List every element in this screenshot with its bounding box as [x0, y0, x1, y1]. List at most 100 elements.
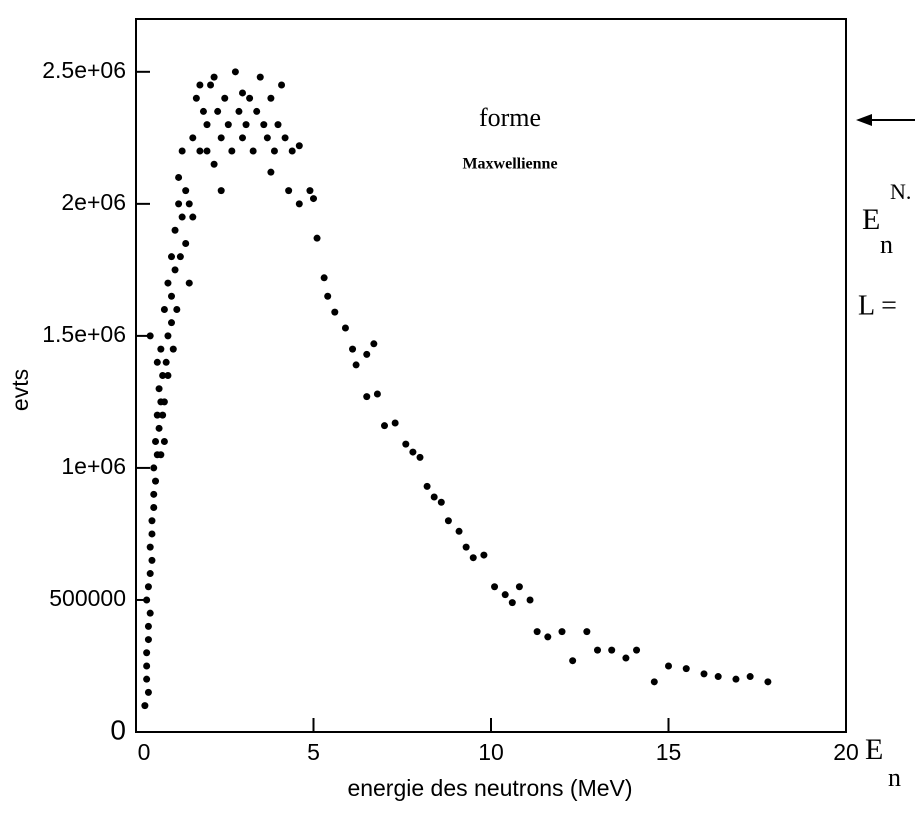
point: [150, 464, 158, 472]
point: [199, 107, 207, 115]
point: [526, 596, 534, 604]
annotation: E: [865, 733, 883, 766]
point: [274, 121, 282, 129]
point: [168, 319, 175, 327]
point: [352, 361, 360, 369]
point: [544, 633, 552, 641]
point: [281, 134, 289, 142]
point: [160, 305, 168, 313]
point: [185, 279, 193, 287]
point: [682, 665, 690, 673]
y-tick-label: 500000: [49, 585, 126, 611]
point: [462, 543, 470, 551]
x-tick-label: 10: [478, 739, 504, 765]
point: [168, 292, 175, 300]
point: [143, 649, 151, 657]
annotation: n: [880, 230, 893, 259]
x-tick-label: 5: [307, 739, 320, 765]
point: [141, 702, 149, 710]
point: [144, 688, 152, 696]
y-axis-label: evts: [7, 369, 33, 411]
point: [144, 636, 152, 644]
y-tick-label: 1e+06: [61, 453, 126, 479]
point: [267, 168, 275, 176]
point: [146, 609, 154, 617]
point: [207, 81, 215, 89]
point: [558, 628, 566, 636]
point: [160, 438, 168, 446]
point: [143, 662, 151, 670]
point: [164, 332, 172, 340]
point: [242, 121, 250, 129]
point: [175, 173, 183, 181]
point: [217, 187, 225, 195]
point: [221, 94, 229, 102]
point: [324, 292, 332, 300]
point: [157, 451, 165, 459]
point: [665, 662, 672, 670]
point: [146, 332, 154, 340]
point: [491, 583, 499, 591]
point: [501, 591, 509, 599]
point: [159, 372, 167, 379]
point: [162, 358, 170, 366]
point: [594, 646, 601, 654]
point: [402, 440, 410, 448]
y-tick-label: 1.5e+06: [42, 321, 126, 347]
x-tick-label: 20: [833, 739, 859, 765]
point: [295, 200, 303, 208]
point: [455, 527, 463, 535]
point: [533, 628, 541, 636]
point: [228, 147, 236, 155]
point: [515, 583, 523, 591]
point: [508, 599, 516, 607]
x-tick-label: 0: [138, 739, 151, 765]
point: [633, 646, 641, 654]
point: [157, 345, 165, 353]
annotation: N.: [890, 179, 911, 204]
point: [178, 147, 186, 155]
point: [349, 345, 357, 353]
point: [622, 654, 630, 662]
point: [185, 200, 193, 208]
annotation: E: [862, 203, 880, 236]
point: [469, 554, 477, 562]
point: [569, 657, 577, 665]
point: [196, 147, 204, 155]
point: [423, 482, 431, 490]
point: [310, 195, 317, 203]
point: [159, 411, 167, 419]
point: [239, 89, 246, 97]
point: [146, 543, 154, 551]
point: [288, 147, 296, 155]
point: [260, 121, 268, 129]
y-tick-label: 2e+06: [61, 189, 126, 215]
point: [148, 517, 156, 525]
point: [253, 107, 261, 115]
x-axis-label: energie des neutrons (MeV): [347, 775, 632, 801]
annotation: forme: [479, 103, 541, 132]
point: [714, 673, 722, 681]
annotation: Maxwellienne: [462, 156, 557, 173]
point: [203, 147, 211, 155]
point: [235, 107, 243, 115]
point: [175, 200, 183, 208]
annotation: n: [888, 763, 901, 792]
point: [650, 678, 658, 686]
point: [144, 622, 152, 630]
point: [203, 121, 211, 129]
point: [182, 239, 190, 247]
point: [231, 68, 239, 76]
point: [152, 438, 160, 446]
point: [210, 73, 218, 81]
point: [381, 422, 388, 430]
point: [171, 266, 179, 274]
point: [164, 279, 172, 287]
point: [155, 385, 163, 393]
point: [224, 121, 232, 129]
point: [313, 234, 321, 242]
annotation: L =: [858, 290, 897, 321]
point: [173, 305, 181, 313]
point: [278, 81, 286, 89]
